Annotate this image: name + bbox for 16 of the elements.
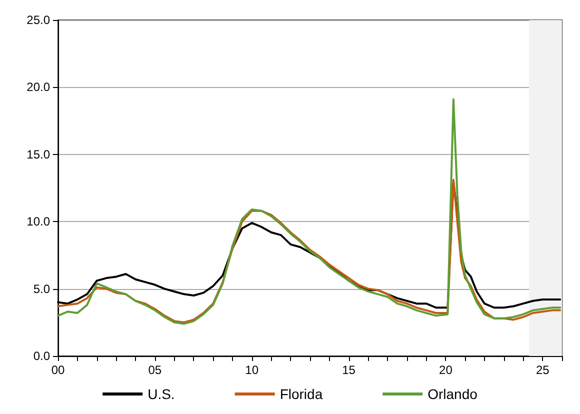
legend-label: Florida xyxy=(280,386,323,402)
y-tick-label: 5.0 xyxy=(33,282,50,296)
y-tick-label: 10.0 xyxy=(26,214,50,229)
y-tick-label: 15.0 xyxy=(26,147,50,162)
line-series xyxy=(57,98,562,325)
x-tick-label: 20 xyxy=(439,363,453,377)
y-tick-label: 0.0 xyxy=(33,349,50,363)
x-tick-label: 15 xyxy=(342,363,356,377)
legend-label: U.S. xyxy=(148,386,175,402)
x-tick-label: 05 xyxy=(148,363,162,377)
x-tick-label: 25 xyxy=(536,363,550,377)
legend-label: Orlando xyxy=(428,386,478,402)
y-tick-label: 20.0 xyxy=(26,80,50,94)
x-tick-label: 00 xyxy=(51,363,65,377)
x-tick-label: 10 xyxy=(245,363,259,377)
y-tick-label: 25.0 xyxy=(26,13,50,27)
